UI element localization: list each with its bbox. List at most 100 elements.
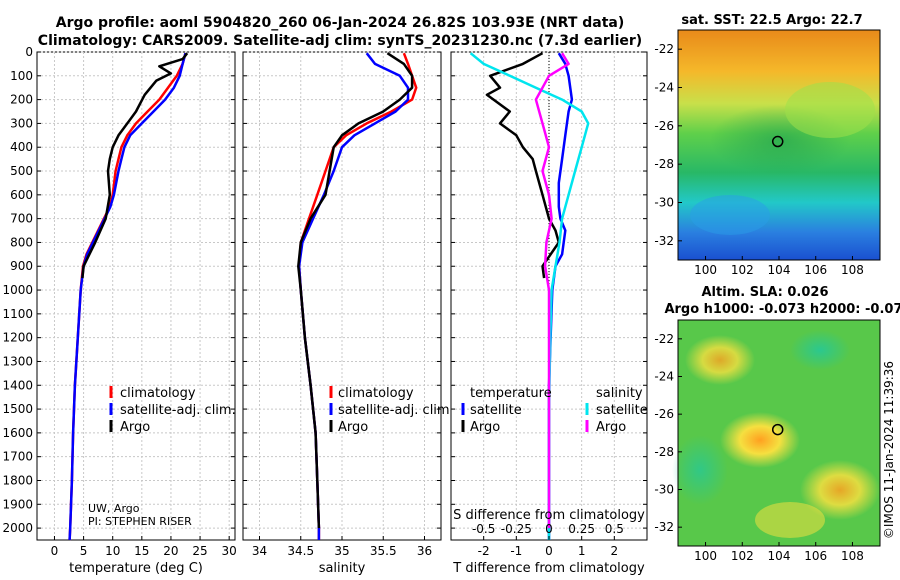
sla-feature (685, 335, 755, 385)
x-tick-label: -1 (510, 544, 522, 558)
map-x-tick-label: 108 (841, 263, 864, 277)
legend-t-argo: Argo (470, 420, 500, 435)
y-tick-label: 400 (10, 140, 33, 154)
sla-feature (790, 330, 850, 370)
salinity-profile-panel: 34 34.5 35 35.5 36 salinity climatology sate… (242, 51, 454, 576)
legend-satellite: satellite-adj. clim. (120, 403, 236, 418)
map-x-tick-label: 102 (731, 549, 754, 563)
sla-map-subtitle: Argo h1000: -0.073 h2000: -0.078 (664, 302, 900, 317)
y-tick-label: 0 (25, 45, 33, 59)
secondary-x-tick-label: -0.25 (501, 522, 532, 536)
y-tick-label: 1700 (2, 450, 33, 464)
map-x-tick-label: 104 (768, 263, 791, 277)
x-tick-label: 35.5 (370, 544, 397, 558)
y-tick-label: 800 (10, 235, 33, 249)
sst-map-title: sat. SST: 22.5 Argo: 22.7 (681, 13, 862, 28)
x-tick-label: 30 (222, 544, 237, 558)
x-tick-label: 1 (578, 544, 586, 558)
y-tick-label: 100 (10, 69, 33, 83)
series-line-s-satellite (469, 52, 590, 540)
x-tick-label: 0 (51, 544, 59, 558)
map-y-tick-label: -24 (654, 370, 674, 384)
x-tick-label: 36 (417, 544, 432, 558)
x-tick-label: 34.5 (287, 544, 314, 558)
map-y-tick-label: -26 (654, 119, 674, 133)
y-tick-label: 1300 (2, 354, 33, 368)
x-tick-label: 20 (163, 544, 178, 558)
sst-map-panel: sat. SST: 22.5 Argo: 22.7 100 102 104 106 10… (654, 13, 881, 277)
secondary-x-tick-label: 0.25 (568, 522, 595, 536)
sla-feature (755, 502, 825, 538)
sst-feature (690, 195, 770, 235)
secondary-x-tick-label: -0.5 (472, 522, 495, 536)
map-x-tick-label: 106 (804, 263, 827, 277)
t-difference-xlabel: T difference from climatology (452, 561, 645, 576)
y-tick-label: 1200 (2, 331, 33, 345)
y-tick-label: 900 (10, 259, 33, 273)
map-x-tick-label: 100 (694, 549, 717, 563)
legend-s-argo: Argo (596, 420, 626, 435)
y-tick-label: 2000 (2, 521, 33, 535)
figure-title-line1: Argo profile: aoml 5904820_260 06-Jan-20… (56, 15, 625, 31)
series-line-argo (297, 52, 414, 529)
map-y-tick-label: -22 (654, 332, 674, 346)
map-x-tick-label: 108 (841, 549, 864, 563)
y-tick-label: 1400 (2, 378, 33, 392)
map-y-tick-label: -32 (654, 234, 674, 248)
sla-feature (720, 412, 800, 468)
y-tick-label: 1100 (2, 307, 33, 321)
y-tick-label: 600 (10, 188, 33, 202)
y-tick-label: 1600 (2, 426, 33, 440)
y-tick-label: 500 (10, 164, 33, 178)
map-y-tick-label: -30 (654, 483, 674, 497)
sst-feature (785, 82, 875, 138)
x-tick-label: 34 (252, 544, 267, 558)
map-x-tick-label: 102 (731, 263, 754, 277)
map-y-tick-label: -24 (654, 81, 674, 95)
secondary-x-tick-label: 0 (545, 522, 553, 536)
legend-climatology: climatology (120, 386, 196, 401)
temperature-legend: climatology satellite-adj. clim. Argo (109, 386, 236, 435)
sla-map-title: Altim. SLA: 0.026 (702, 285, 829, 300)
figure-title-line2: Climatology: CARS2009. Satellite-adj cli… (38, 33, 642, 49)
difference-legend: temperature satellite Argo salinity sate… (461, 386, 648, 435)
secondary-x-tick-label: 0.5 (605, 522, 624, 536)
map-y-tick-label: -28 (654, 445, 674, 459)
map-x-tick-label: 104 (768, 549, 791, 563)
map-x-tick-label: 106 (804, 549, 827, 563)
salinity-legend: climatology satellite-adj. clim. Argo (329, 386, 454, 435)
legend-salinity-title: salinity (596, 386, 643, 401)
x-tick-label: 5 (80, 544, 88, 558)
salinity-xlabel: salinity (319, 561, 366, 576)
x-tick-label: 0 (545, 544, 553, 558)
x-tick-label: -2 (478, 544, 490, 558)
difference-profile-panel: -2 -1 0 1 2 -0.5 -0.25 0 0.25 0.5 T difference fr… (450, 51, 648, 576)
map-x-tick-label: 100 (694, 263, 717, 277)
legend-argo: Argo (120, 420, 150, 435)
legend-t-satellite: satellite (470, 403, 522, 418)
y-tick-label: 1800 (2, 473, 33, 487)
legend-satellite: satellite-adj. clim. (338, 403, 454, 418)
y-tick-label: 1000 (2, 283, 33, 297)
s-difference-xlabel: S difference from climatology (453, 508, 645, 523)
argo-location-marker (771, 135, 784, 148)
sla-feature (800, 460, 880, 520)
legend-s-satellite: satellite (596, 403, 648, 418)
legend-climatology: climatology (338, 386, 414, 401)
credit-line2: PI: STEPHEN RISER (88, 515, 192, 528)
imos-watermark: ©IMOS 11-Jan-2024 11:39:36 (882, 361, 896, 539)
temperature-profile-panel: 0100200300400500600700800900100011001200… (2, 45, 236, 576)
credit-line1: UW, Argo (88, 502, 140, 515)
series-line-argo (81, 52, 189, 279)
series-line-s-argo (534, 52, 570, 529)
sla-map-panel: Altim. SLA: 0.026 Argo h1000: -0.073 h20… (654, 285, 900, 563)
map-y-tick-label: -28 (654, 157, 674, 171)
temperature-xlabel: temperature (deg C) (69, 561, 203, 576)
temperature-axes (36, 51, 236, 541)
y-tick-label: 1500 (2, 402, 33, 416)
map-y-tick-label: -26 (654, 407, 674, 421)
map-y-tick-label: -22 (654, 42, 674, 56)
legend-temperature-title: temperature (470, 386, 552, 401)
legend-argo: Argo (338, 420, 368, 435)
